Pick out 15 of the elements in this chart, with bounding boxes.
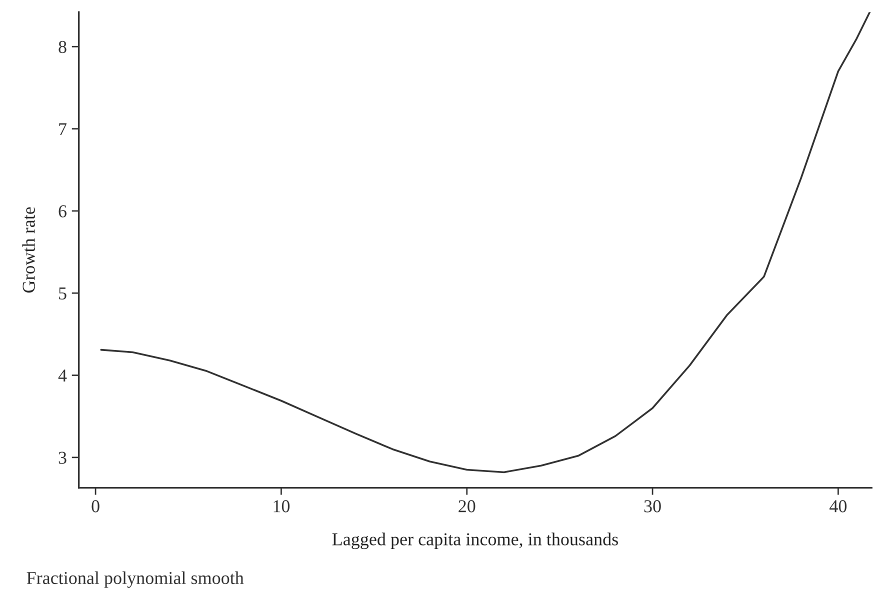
y-tick-label: 8 bbox=[58, 40, 66, 54]
x-tick-label: 10 bbox=[274, 500, 290, 512]
x-axis-title: Lagged per capita income, in thousands bbox=[332, 532, 618, 550]
y-tick-label: 3 bbox=[58, 452, 66, 464]
x-tick-label: 40 bbox=[830, 500, 847, 512]
x-tick-label: 0 bbox=[92, 500, 100, 512]
text: Fractional polynomial smooth bbox=[26, 571, 244, 588]
x-tick-label: 30 bbox=[644, 500, 661, 512]
y-tick-label: 6 bbox=[58, 205, 66, 218]
y-tick-label: 5 bbox=[59, 288, 66, 300]
x-tick-label: 20 bbox=[458, 500, 476, 512]
line-series bbox=[100, 12, 871, 474]
y-axis-title: Growth rate bbox=[22, 207, 35, 293]
y-tick-label: 7 bbox=[59, 123, 67, 136]
y-tick-label: 4 bbox=[58, 370, 67, 382]
